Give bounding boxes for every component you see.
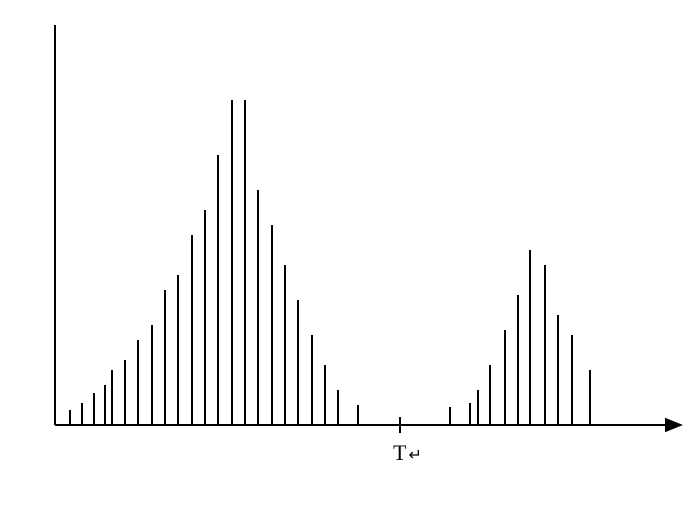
return-icon: ↵ bbox=[408, 447, 421, 464]
x-axis-label: T↵ bbox=[393, 440, 422, 465]
impulse-chart: T↵ bbox=[0, 0, 697, 517]
chart-svg: T↵ bbox=[0, 0, 697, 517]
x-axis-arrow bbox=[665, 418, 683, 432]
x-axis-label-text: T bbox=[393, 440, 407, 465]
